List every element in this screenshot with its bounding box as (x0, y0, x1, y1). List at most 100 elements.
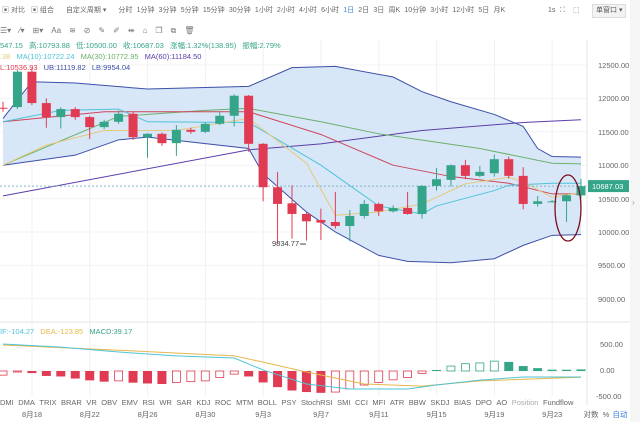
period-tab[interactable]: 6小时 (321, 7, 339, 14)
period-tab[interactable]: 3日 (373, 7, 385, 14)
indicator-tab[interactable]: VR (86, 398, 97, 407)
boll-ub-value: UB:11119.82 (43, 63, 86, 72)
macd-bar (330, 370, 340, 393)
percent-toggle[interactable]: % (602, 410, 610, 419)
indicator-tab[interactable]: BBW (408, 398, 426, 407)
indicator-tab[interactable]: RSI (142, 398, 155, 407)
indicator-tab[interactable]: BRAR (61, 398, 82, 407)
period-tab[interactable]: 周K (388, 7, 401, 14)
macd-bar (171, 370, 181, 383)
period-tab[interactable]: 5分钟 (180, 7, 199, 14)
period-tab[interactable]: 4小时 (299, 7, 317, 14)
candle (215, 115, 225, 124)
indicator-tab[interactable]: ATR (389, 398, 405, 407)
low-price-marker: 9834.77 (272, 239, 299, 248)
period-tab[interactable]: 12小时 (452, 7, 475, 14)
indicator-tab[interactable]: MFI (372, 398, 386, 407)
indicator-tab[interactable]: CCI (354, 398, 368, 407)
indicator-tab[interactable]: BOLL (257, 398, 277, 407)
trash-icon[interactable]: 🗑 (184, 26, 195, 35)
candle (12, 71, 22, 108)
period-tab[interactable]: 3小时 (430, 7, 449, 14)
candle (85, 117, 95, 128)
indicator-tab[interactable]: MTM (236, 398, 254, 407)
macd-bar (143, 371, 152, 384)
grid-tool-icon[interactable]: ⊞▾ (32, 26, 44, 35)
indicator-tab[interactable]: DPO (475, 398, 492, 407)
indicator-tab[interactable]: OBV (101, 398, 118, 407)
candle (301, 213, 311, 222)
indicator-tab[interactable]: ROC (215, 398, 232, 407)
copy-icon[interactable]: ❐ (155, 26, 163, 35)
ma60-value: MA(60):11184.50 (144, 52, 202, 61)
dea-line (2, 344, 582, 387)
period-tab[interactable]: 2小时 (276, 7, 295, 14)
indicator-tab[interactable]: Fundflow (542, 398, 574, 407)
speed-button[interactable]: 1s (548, 7, 556, 14)
macd-bar (533, 368, 543, 371)
macd-tick: 0.00 (600, 366, 615, 375)
macd-bar (229, 370, 239, 375)
auto-scale-toggle[interactable]: 自动 (612, 410, 628, 419)
pattern-icon[interactable]: ⊘ (83, 26, 91, 35)
indicator-tab[interactable]: Position (511, 398, 539, 407)
ma30-line (2, 107, 582, 166)
indicator-tab[interactable]: DMI (0, 398, 14, 407)
expand-arrow-icon[interactable]: › (632, 198, 635, 207)
measure-icon[interactable]: ⇹ (127, 26, 135, 35)
line-tool-icon[interactable]: ⁄▾ (19, 26, 25, 35)
period-tab[interactable]: 5日 (478, 7, 490, 14)
indicator-tab[interactable]: SAR (176, 398, 192, 407)
indicator-tab[interactable]: SKDJ (430, 398, 450, 407)
pencil-icon[interactable]: ✎ (98, 26, 106, 35)
annotation-ellipse (554, 174, 582, 242)
window-mode-dropdown[interactable]: 单窗口 ▾ (592, 4, 627, 18)
custom-period-dropdown[interactable]: 自定义周期 ▾ (65, 7, 107, 14)
macd-bar (128, 371, 138, 383)
price-tick: 9000.00 (598, 294, 626, 304)
text-tool-icon[interactable]: Aa (51, 26, 62, 35)
period-tab[interactable]: 15分钟 (202, 7, 225, 14)
period-tab[interactable]: 30分钟 (228, 7, 251, 14)
open-value: 547.15 (0, 41, 23, 50)
macd-bar (200, 370, 210, 382)
period-tab[interactable]: 分时 (118, 7, 133, 14)
fullscreen-icon[interactable]: ⛶ (560, 7, 565, 14)
period-tab[interactable]: 月K (493, 7, 506, 14)
candle (547, 201, 557, 203)
period-tab[interactable]: 10分钟 (404, 7, 427, 14)
right-sidebar-scroll[interactable]: › (630, 0, 640, 422)
menu-icon[interactable]: ☰▾ (0, 26, 12, 35)
log-scale-toggle[interactable]: 对数 (583, 410, 599, 419)
macd-bar (446, 365, 456, 372)
indicator-tab[interactable]: AO (496, 398, 508, 407)
date-tick: 9月11 (369, 410, 389, 419)
candle (330, 221, 340, 226)
macd-tick: 500.00 (600, 340, 623, 349)
indicator-tab[interactable]: WR (159, 398, 172, 407)
indicator-tab[interactable]: EMV (121, 398, 138, 407)
screenshot-icon[interactable]: ⧉ (170, 26, 177, 35)
period-tab[interactable]: 2日 (358, 7, 370, 14)
indicator-tab[interactable]: DMA (18, 398, 35, 407)
indicator-tab[interactable]: BIAS (454, 398, 472, 407)
fib-icon[interactable]: ≋ (69, 26, 76, 35)
ma60-line (2, 119, 582, 197)
period-tab[interactable]: 1小时 (254, 7, 273, 14)
brush-icon[interactable]: ✐ (113, 26, 120, 35)
period-tab[interactable]: 1分钟 (136, 7, 155, 14)
indicator-tab[interactable]: StochRSI (300, 398, 333, 407)
lock-icon[interactable]: ⌂ (142, 26, 148, 35)
compare-button[interactable]: ▣ 对比 (2, 7, 25, 14)
period-tab[interactable]: 3分钟 (158, 7, 177, 14)
indicator-tab[interactable]: PSY (281, 398, 297, 407)
period-tab[interactable]: 1日 (343, 7, 355, 14)
indicator-tab[interactable]: SMI (337, 398, 351, 407)
indicator-tab[interactable]: KDJ (196, 398, 211, 407)
candle (56, 109, 66, 118)
indicator-tab[interactable]: TRIX (39, 398, 57, 407)
combine-button[interactable]: ▣ 组合 (30, 7, 54, 14)
expand-icon[interactable]: ⬚ (573, 7, 580, 14)
price-tick: 12500.00 (598, 61, 630, 70)
